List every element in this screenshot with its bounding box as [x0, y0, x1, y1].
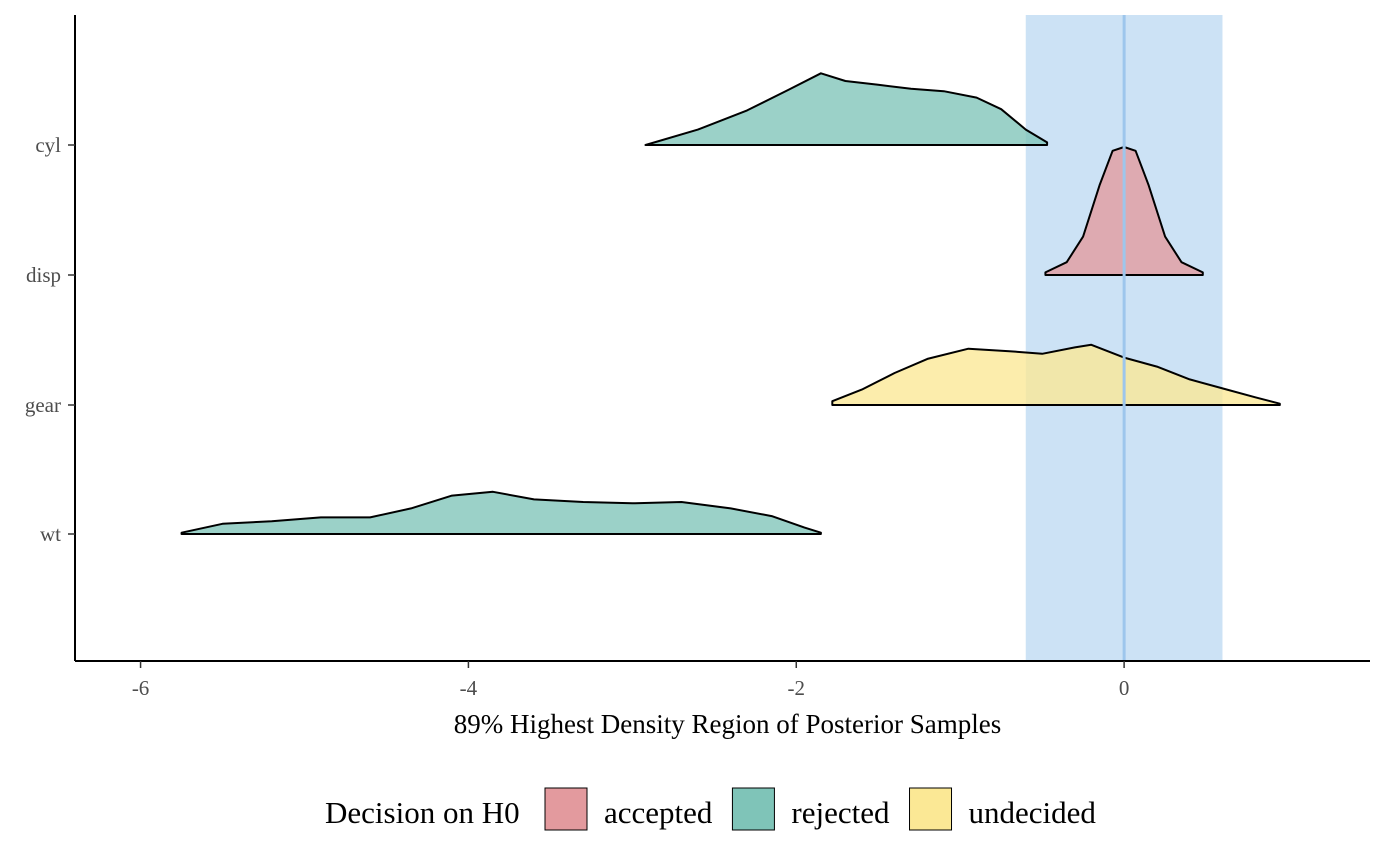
plot-area [180, 15, 1281, 661]
ridge-wt [180, 490, 822, 535]
legend-label-undecided: undecided [969, 795, 1097, 830]
axes: -6 -4 -2 0 cyl disp gear wt [25, 15, 1370, 700]
x-tick-label: 0 [1119, 676, 1130, 700]
legend-key-rejected [731, 787, 775, 831]
y-tick-label-wt: wt [40, 522, 61, 546]
y-tick-label-disp: disp [26, 263, 61, 287]
x-tick-label: -4 [460, 676, 478, 700]
y-tick-label-gear: gear [25, 393, 61, 417]
legend-key-accepted [544, 787, 588, 831]
x-tick-label: -2 [788, 676, 806, 700]
legend-label-accepted: accepted [604, 795, 713, 830]
legend: Decision on H0 accepted rejected undecided [325, 787, 1097, 831]
x-axis-title: 89% Highest Density Region of Posterior … [454, 709, 1001, 739]
legend-title: Decision on H0 [325, 795, 520, 830]
x-tick-label: -6 [132, 676, 150, 700]
ridge-gear [831, 343, 1281, 406]
legend-key-undecided [909, 787, 953, 831]
ridge-cyl [644, 72, 1049, 146]
legend-label-rejected: rejected [791, 795, 890, 830]
y-tick-label-cyl: cyl [35, 133, 61, 157]
